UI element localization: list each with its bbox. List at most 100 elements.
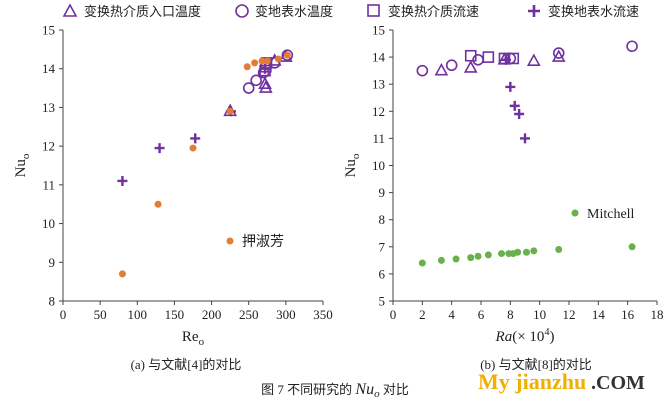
data-point-circle [472,54,484,66]
data-point-plus [520,133,530,144]
legend-square-marker [367,4,380,17]
data-point-triangle [463,60,478,73]
legend: 变换热介质入口温度 变地表水温度 变换热介质流速 变换地表水流速 [62,3,639,19]
data-point-dot [555,246,563,254]
data-point-square [482,51,495,63]
watermark: My jianzhu .COM [478,369,645,394]
x-tick-label: 6 [478,307,485,322]
x-tick-label: 250 [239,307,259,322]
x-tick-label: 300 [276,307,296,322]
data-point-triangle [434,62,449,76]
watermark-suffix: .COM [591,372,645,394]
legend-item-square: 变换热介质流速 [367,4,479,19]
data-point-dot [258,57,266,65]
y-axis-label-main: Nu [343,159,359,178]
data-point-dot [514,248,522,256]
y-tick-label: 11 [42,177,55,192]
x-tick-label: 2 [419,307,426,322]
x-tick-label: 150 [165,307,185,322]
x-axis-label-sup: 4 [544,327,549,338]
data-point-dot [283,51,291,59]
watermark-brand: My jianzhu [478,369,586,394]
x-axis-label-main: Re [182,329,199,345]
y-tick-label: 15 [42,23,55,38]
annotation-label: Mitchell [587,207,635,222]
y-tick-label: 7 [379,239,386,254]
annotation-label: 押淑芳 [242,233,284,250]
data-point-triangle [526,53,541,66]
figure-caption: 图 7 不同研究的 Nuo 对比 [261,381,409,400]
data-point-dot [118,270,126,278]
data-point-dot [484,251,492,259]
data-point-triangle [551,49,566,62]
data-point-dot [628,243,636,251]
y-tick-label: 9 [379,185,386,200]
y-tick-label: 11 [372,131,385,146]
data-point-circle [552,47,565,59]
y-axis-label-main: Nu [13,159,29,178]
data-point-plus [509,100,520,111]
data-point-dot [467,254,475,262]
data-point-dot [474,252,482,260]
data-point-dot [452,255,460,263]
x-tick-label: 8 [507,307,514,322]
data-point-triangle [258,76,272,89]
data-point-dot [530,247,538,255]
data-point-plus [154,143,165,154]
data-point-circle [416,64,429,77]
data-point-dot [226,107,234,115]
y-tick-label: 6 [379,266,386,281]
series-dot [418,243,636,267]
data-point-dot [189,144,197,152]
figure-caption-symbol: Nu [354,381,374,398]
y-tick-label: 10 [372,158,385,173]
legend-label-plus: 变换地表水流速 [548,4,639,19]
data-point-dot [154,200,162,208]
data-point-dot [418,259,426,267]
y-tick-label: 15 [372,23,385,38]
chart-a: 0 50 100 150 200 250 300 35089101112131415NuoRe… [13,23,333,349]
y-tick-label: 9 [49,255,56,270]
data-point-plus [117,175,128,186]
y-tick-label: 8 [49,294,56,309]
annotation-marker [226,237,234,245]
data-point-plus [514,109,525,120]
data-point-square [507,52,520,65]
data-point-dot [243,63,251,71]
data-point-plus [190,133,201,144]
y-tick-label: 13 [42,100,55,115]
x-tick-label: 12 [563,307,576,322]
data-point-circle [242,82,255,94]
data-point-circle [626,40,638,53]
y-axis-label-sub: o [20,153,32,159]
legend-triangle-marker [62,3,78,17]
y-tick-label: 10 [42,216,55,231]
x-tick-label: 16 [621,307,635,322]
caption-b: (b) 与文献[8]的对比 [480,357,592,372]
x-tick-label: 0 [390,307,397,322]
x-axis-label: Reo [182,329,205,348]
series-triangle [434,49,566,76]
y-tick-label: 14 [372,50,386,65]
x-axis-label-sub: o [199,336,205,348]
data-point-dot [522,248,530,256]
data-point-circle [250,74,262,87]
series-plus [117,63,271,186]
figure-caption-suffix: 对比 [380,382,409,397]
y-tick-label: 5 [379,294,386,309]
y-tick-label: 8 [379,212,386,227]
data-point-dot [251,59,259,67]
figure-caption-sub: o [374,388,380,400]
data-point-dot [498,250,506,258]
legend-label-triangle: 变换热介质入口温度 [84,4,201,19]
x-axis-label-main: Ra [495,329,513,345]
x-tick-label: 100 [128,307,148,322]
legend-item-plus: 变换地表水流速 [528,4,639,19]
annotation-marker [571,209,579,217]
series-plus [500,54,530,144]
x-axis-label-rest: (× 10 [512,329,544,345]
legend-item-circle: 变地表水温度 [235,4,333,19]
x-axis-label-end: ) [549,329,554,345]
y-tick-label: 12 [42,139,55,154]
